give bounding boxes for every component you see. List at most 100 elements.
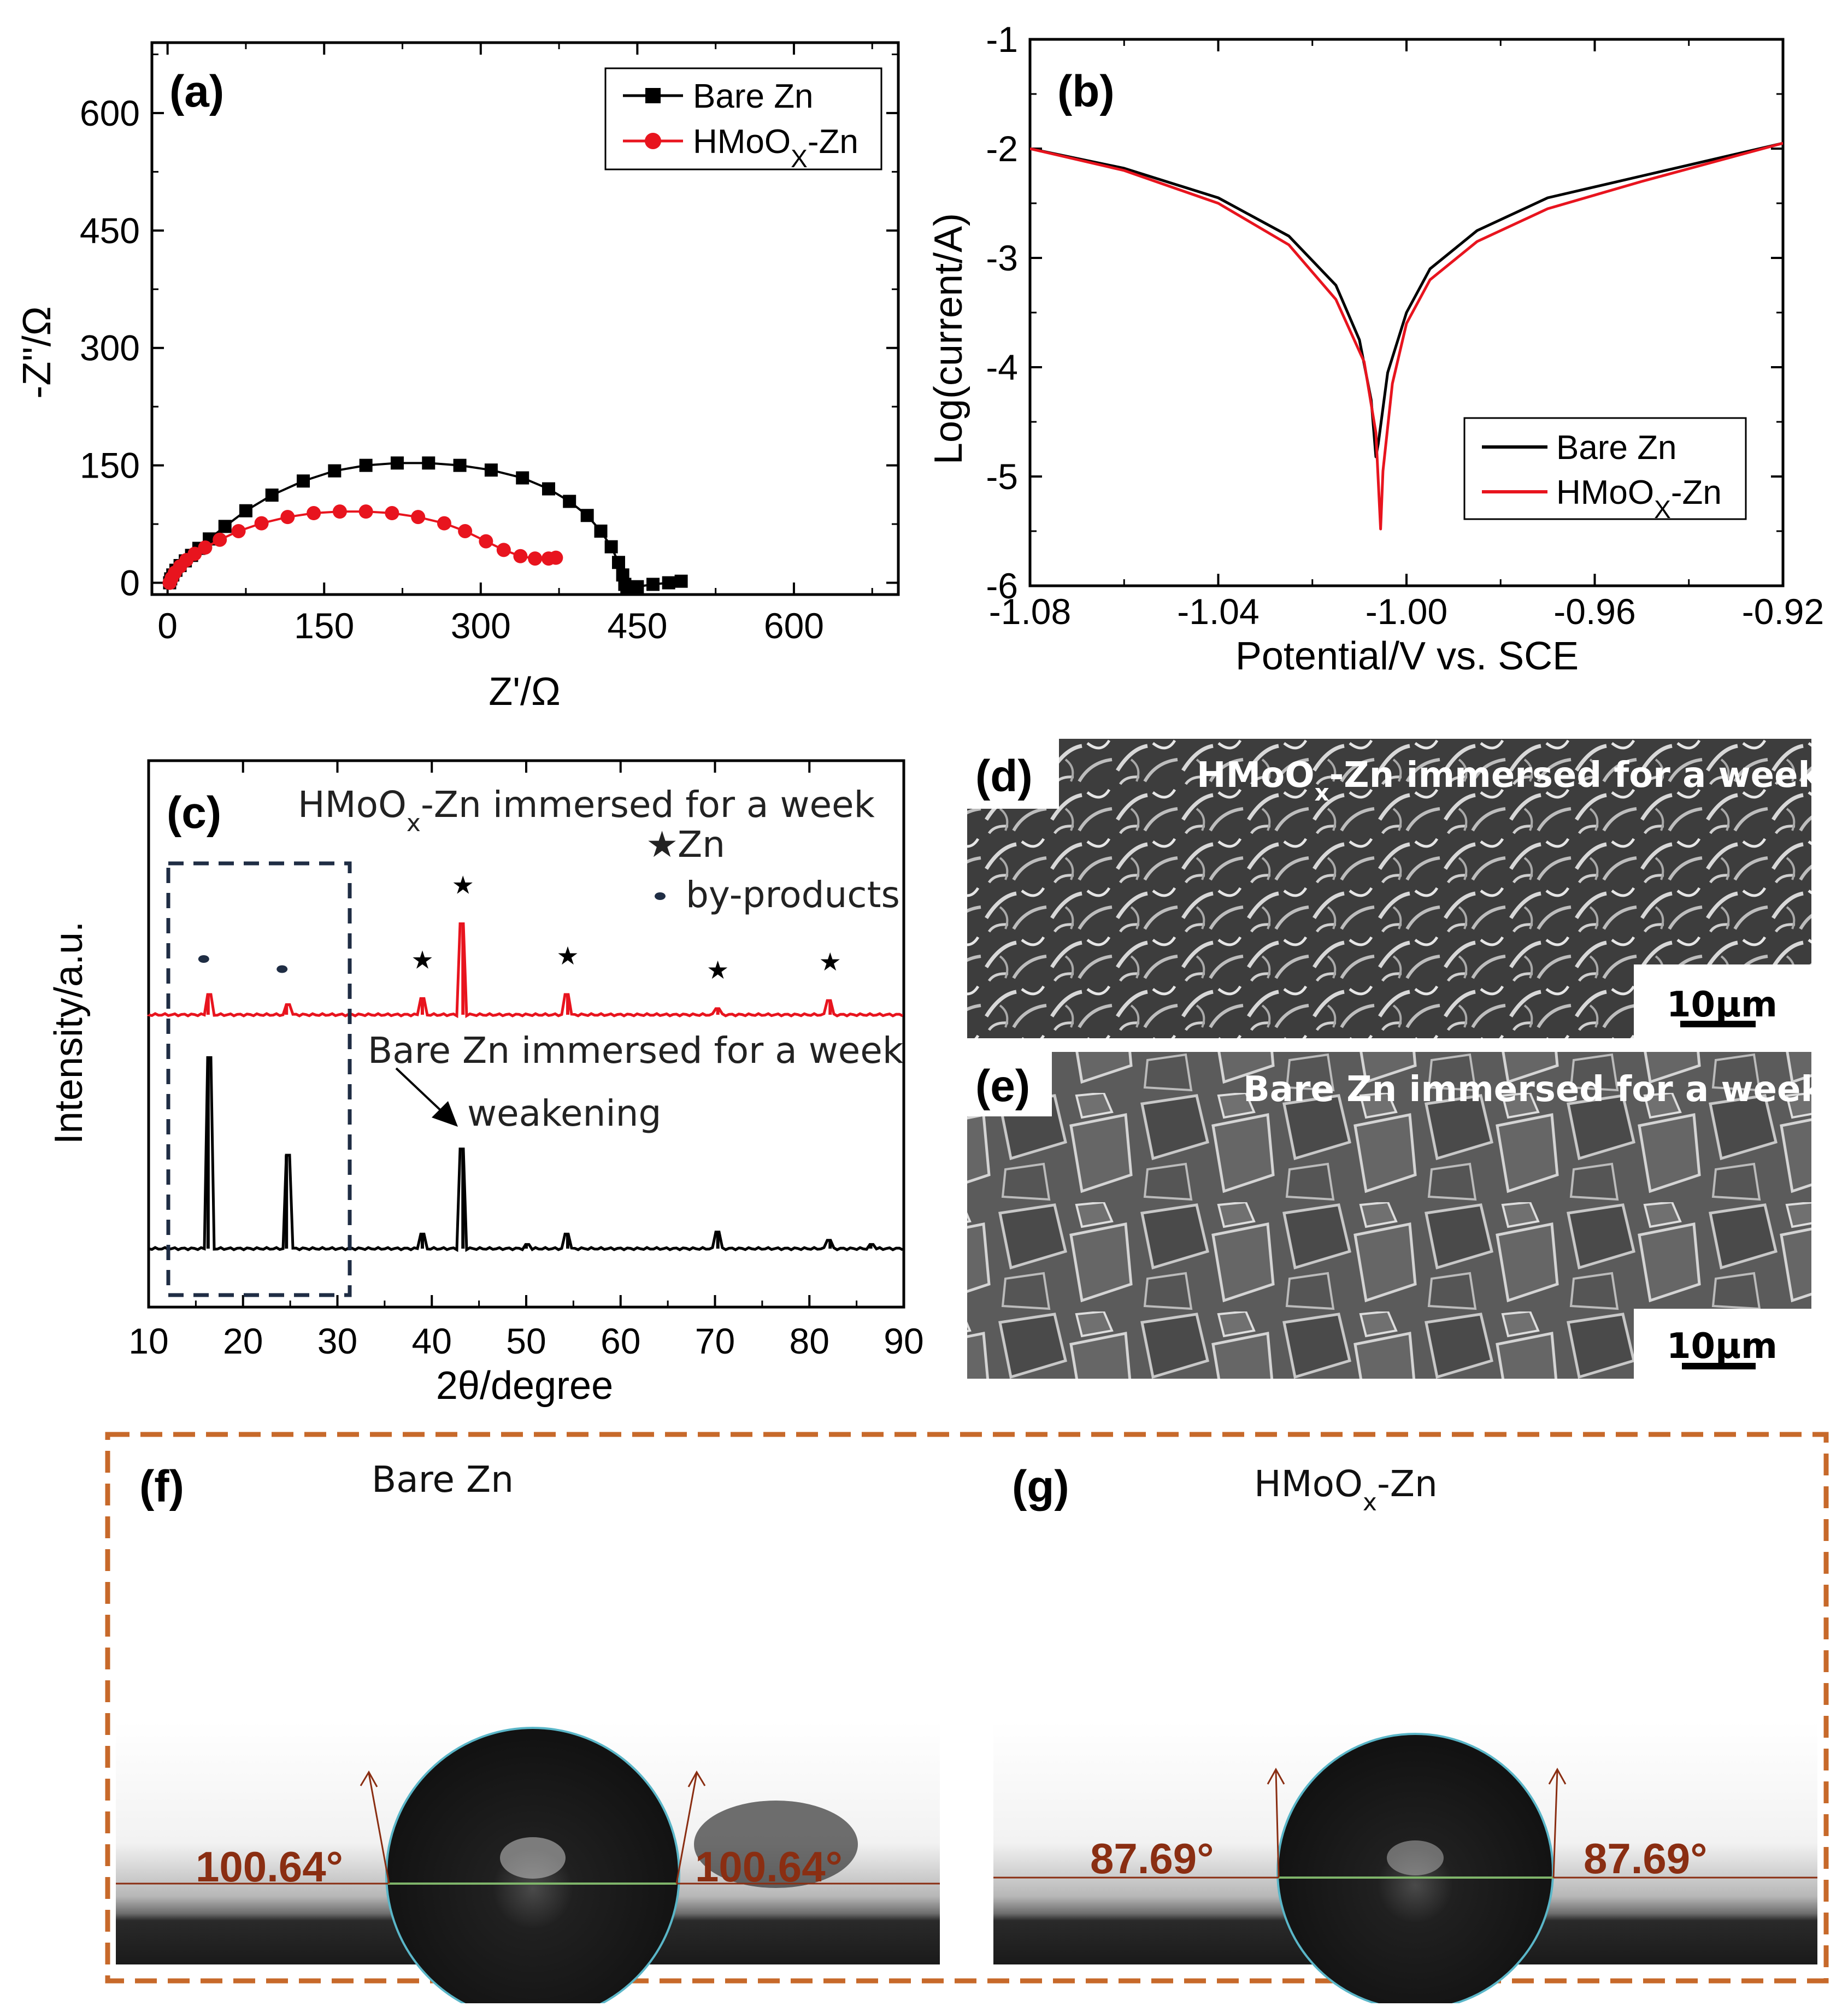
a-ytick-label: 0 xyxy=(120,563,140,603)
b-ytick-label: -6 xyxy=(986,566,1018,606)
a-bare-point xyxy=(328,464,342,478)
a-hmoox-point xyxy=(187,546,202,561)
a-hmoox-point xyxy=(280,510,295,525)
a-bare-point xyxy=(390,456,404,470)
panel-g: (g) HMoOx-Zn 87.69° 87.69° xyxy=(993,1462,1817,2006)
b-xtick-label: -1.04 xyxy=(1177,591,1259,632)
panel-f-title: Bare Zn xyxy=(372,1458,514,1501)
panel-c-plot: ★ ★ ★ ★ ★ xyxy=(147,871,904,1252)
b-xtick-label: -1.00 xyxy=(1366,591,1447,632)
panel-e-title: Bare Zn immersed for a week xyxy=(1243,1069,1825,1110)
a-bare-point xyxy=(265,489,279,502)
panel-e-scale-bar xyxy=(1682,1363,1756,1369)
a-ytick-label: 600 xyxy=(80,93,140,133)
c-zn-star: ★ xyxy=(452,871,474,899)
panel-d-label: (d) xyxy=(975,751,1033,801)
panel-b-label: (b) xyxy=(1057,67,1115,116)
panel-a-ylabel: -Z''/Ω xyxy=(15,306,59,398)
panel-c-ylabel: Intensity/a.u. xyxy=(47,921,91,1144)
panel-g-title: HMoOx-Zn xyxy=(1254,1463,1438,1516)
a-hmoox-point xyxy=(254,516,269,531)
c-xtick-label: 50 xyxy=(506,1321,546,1361)
panel-d: (d) HMoOx-Zn immersed for a week 10µm xyxy=(967,739,1822,1038)
a-hmoox-point xyxy=(479,534,493,549)
a-xtick-label: 0 xyxy=(157,605,178,646)
panel-f-angle-right: 100.64° xyxy=(695,1843,843,1891)
panel-f: (f) Bare Zn 100.64° 100.64° xyxy=(116,1458,940,2006)
c-zn-star: ★ xyxy=(707,956,729,984)
panel-a-label: (a) xyxy=(169,67,224,116)
a-xtick-label: 150 xyxy=(294,605,354,646)
a-hmoox-point xyxy=(213,532,227,547)
panel-b: -1.08 -1.04 -1.00 -0.96 -0.92 -1 -2 -3 -4 -5 -6 (b… xyxy=(927,19,1824,678)
panel-e-label: (e) xyxy=(975,1061,1030,1111)
b-ytick-label: -2 xyxy=(986,128,1018,169)
c-pattern-1 xyxy=(147,1056,904,1252)
a-bare-point xyxy=(646,578,660,591)
c-zn-star: ★ xyxy=(556,942,579,970)
a-bare-point xyxy=(580,509,594,522)
panel-c-top-label: HMoOx-Zn immersed for a week xyxy=(298,784,875,837)
c-xtick-label: 10 xyxy=(128,1321,168,1361)
panel-b-ticks: -1.08 -1.04 -1.00 -0.96 -0.92 -1 -2 -3 -4 -5 -6 xyxy=(986,19,1824,632)
a-bare-point xyxy=(297,474,310,488)
a-bare-point xyxy=(484,463,498,477)
a-bare-point xyxy=(218,520,232,533)
b-ytick-label: -5 xyxy=(986,456,1018,497)
panel-f-angle-left: 100.64° xyxy=(196,1843,343,1891)
c-xtick-label: 80 xyxy=(790,1321,829,1361)
a-hmoox-point xyxy=(458,523,473,538)
panel-b-plot xyxy=(1030,142,1783,531)
a-hmoox-point xyxy=(528,551,543,566)
b-xtick-label: -1.08 xyxy=(989,591,1071,632)
panel-c-xlabel: 2θ/degree xyxy=(436,1364,613,1408)
c-xtick-label: 30 xyxy=(317,1321,357,1361)
legend-bare-label: Bare Zn xyxy=(693,78,814,115)
a-hmoox-point xyxy=(332,504,347,519)
panel-g-arrow-left xyxy=(1267,1767,1285,1785)
c-pattern-0 xyxy=(147,922,904,1019)
panel-a-legend-box xyxy=(604,67,882,170)
a-bare-point xyxy=(516,471,529,485)
panel-d-label-bg xyxy=(967,739,1059,809)
a-hmoox-point xyxy=(496,543,511,557)
weakening-arrow-line xyxy=(395,1067,446,1116)
weakening-label: weakening xyxy=(467,1092,661,1134)
c-xtick-label: 90 xyxy=(884,1321,923,1361)
a-bare-point xyxy=(453,458,467,472)
panel-e-scale-label: 10µm xyxy=(1667,1326,1778,1367)
panel-e-label-bg xyxy=(967,1052,1052,1116)
panel-b-ylabel: Log(current/A) xyxy=(927,213,970,464)
panel-f-shadow xyxy=(694,1801,858,1888)
a-bare-point xyxy=(422,456,435,470)
panel-f-arrow-right xyxy=(687,1770,706,1787)
panel-b-legend: Bare Zn HMoOX-Zn xyxy=(1463,417,1747,523)
a-hmoox-point xyxy=(437,516,451,531)
a-xtick-label: 450 xyxy=(607,605,667,646)
c-xtick-label: 60 xyxy=(601,1321,640,1361)
panel-g-angle-left: 87.69° xyxy=(1090,1834,1214,1883)
a-bare-point xyxy=(611,556,625,569)
a-hmoox-point xyxy=(385,506,399,521)
panel-d-scale-label: 10µm xyxy=(1667,985,1778,1025)
b-xtick-label: -0.92 xyxy=(1742,591,1824,632)
legend-zn-star: ★ xyxy=(646,823,678,866)
a-ytick-label: 450 xyxy=(80,210,140,251)
panel-a-frame xyxy=(150,41,900,596)
a-hmoox-point xyxy=(513,549,528,563)
legend-b-hmoox-label: HMoOX-Zn xyxy=(1556,474,1722,523)
panel-f-droplet-reflection xyxy=(500,1837,566,1879)
c-zn-star: ★ xyxy=(411,945,433,974)
a-hmoox-point xyxy=(307,506,321,521)
panel-a: 0 150 300 450 600 0 150 300 450 600 (a) Z'/Ω -Z''… xyxy=(15,41,900,714)
b-ytick-label: -1 xyxy=(986,19,1018,60)
a-bare-point xyxy=(631,580,644,593)
c-byproduct-marker xyxy=(276,965,288,973)
legend-byproducts-label: by-products xyxy=(686,874,900,916)
legend-hmoox-marker xyxy=(645,133,661,149)
b-ytick-label: -3 xyxy=(986,238,1018,278)
panel-a-plot xyxy=(162,456,688,595)
c-byproduct-marker xyxy=(198,955,209,963)
a-xtick-label: 600 xyxy=(764,605,824,646)
a-bare-point xyxy=(662,576,675,590)
